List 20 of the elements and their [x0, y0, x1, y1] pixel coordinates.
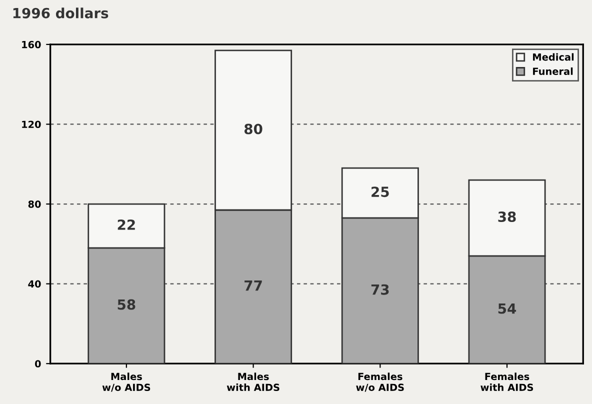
data-label: 58 — [118, 299, 136, 310]
y-tick-label: 80 — [28, 200, 41, 208]
legend-label: Medical — [533, 53, 574, 61]
y-tick-label: 120 — [22, 120, 41, 128]
y-tick-label: 40 — [28, 280, 41, 288]
data-label: 22 — [118, 219, 135, 230]
data-label: 38 — [498, 212, 516, 222]
y-tick-label: 160 — [22, 40, 41, 48]
x-tick-label: Females with AIDS — [480, 372, 534, 392]
data-label: 77 — [244, 280, 262, 291]
data-label: 73 — [371, 284, 389, 295]
data-label: 80 — [244, 124, 262, 134]
x-tick-label: Males w/o AIDS — [102, 372, 150, 392]
data-label: 25 — [372, 186, 389, 198]
y-axis-title: 1996 dollars — [13, 8, 108, 18]
x-tick-label: Males with AIDS — [226, 372, 280, 392]
legend-label: Funeral — [533, 67, 573, 75]
x-tick-label: Females w/o AIDS — [356, 372, 404, 392]
data-label: 54 — [498, 303, 516, 314]
y-tick-label: 0 — [34, 360, 41, 368]
